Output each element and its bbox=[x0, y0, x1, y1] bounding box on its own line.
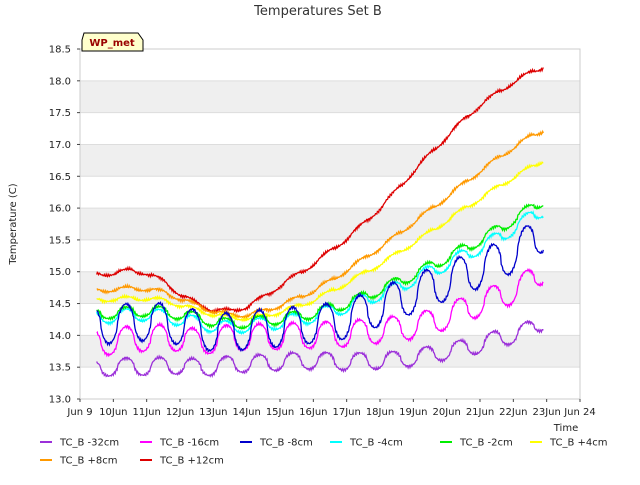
legend-label: TC_B +4cm bbox=[549, 438, 608, 449]
legend-label: TC_B -8cm bbox=[259, 438, 313, 449]
legend-label: TC_B +12cm bbox=[159, 456, 224, 467]
y-tick-label: 13.5 bbox=[49, 363, 71, 374]
series-line bbox=[96, 160, 544, 323]
legend: TC_B -32cm TC_B -16cm TC_B -8cm TC_B -4cm TC… bbox=[40, 438, 608, 467]
x-axis-title: Time bbox=[553, 423, 578, 434]
station-badge: WP_met bbox=[81, 32, 144, 52]
station-badge-label: WP_met bbox=[89, 38, 135, 49]
legend-item: TC_B -32cm bbox=[40, 438, 119, 449]
legend-item: TC_B +12cm bbox=[140, 456, 224, 467]
legend-label: TC_B -16cm bbox=[159, 438, 219, 449]
x-tick-label: 13Jun bbox=[199, 407, 227, 418]
x-tick-label: 12Jun bbox=[166, 407, 194, 418]
legend-item: TC_B -2cm bbox=[440, 438, 513, 449]
legend-item: TC_B -4cm bbox=[330, 438, 403, 449]
chart-title: Temperatures Set B bbox=[253, 4, 382, 19]
y-tick-label: 16.0 bbox=[49, 204, 71, 215]
y-tick-label: 18.5 bbox=[49, 45, 71, 56]
legend-item: TC_B -16cm bbox=[140, 438, 219, 449]
y-tick-label: 17.5 bbox=[49, 108, 71, 119]
x-tick-label: Jun 9 bbox=[66, 407, 92, 418]
x-tick-label: 14Jun bbox=[232, 407, 260, 418]
y-tick-label: 13.0 bbox=[49, 395, 71, 406]
y-tick-label: 18.0 bbox=[49, 76, 71, 87]
x-tick-label: 18Jun bbox=[366, 407, 394, 418]
y-axis-ticks: 13.0 13.5 14.0 14.5 15.0 15.5 16.0 16.5 17.0 17.5… bbox=[49, 45, 80, 406]
x-tick-label: 15Jun bbox=[266, 407, 294, 418]
plot-band bbox=[80, 208, 580, 240]
plot-band bbox=[80, 80, 580, 113]
series-line bbox=[96, 67, 544, 314]
plot-band bbox=[80, 271, 580, 304]
x-tick-label: 23Jun bbox=[532, 407, 560, 418]
x-axis-ticks: Jun 9 10Jun 11Jun 12Jun 13Jun 14Jun 15Jun 16Jun… bbox=[66, 399, 596, 418]
series-line bbox=[96, 203, 544, 330]
plot-frame bbox=[79, 48, 581, 400]
series-line bbox=[96, 319, 544, 378]
x-tick-label: 19Jun bbox=[399, 407, 427, 418]
series-line bbox=[96, 225, 544, 353]
y-tick-label: 14.5 bbox=[49, 299, 71, 310]
plot-band bbox=[80, 144, 580, 177]
x-tick-label: 21Jun bbox=[466, 407, 494, 418]
x-tick-label: 16Jun bbox=[299, 407, 327, 418]
x-tick-label: 22Jun bbox=[499, 407, 527, 418]
legend-label: TC_B -32cm bbox=[59, 438, 119, 449]
x-tick-label: Jun 24 bbox=[563, 407, 596, 418]
series-layer bbox=[96, 67, 544, 378]
legend-label: TC_B +8cm bbox=[59, 456, 118, 467]
series-line bbox=[96, 268, 544, 358]
legend-item: TC_B +8cm bbox=[40, 456, 118, 467]
series-line bbox=[96, 129, 544, 320]
legend-label: TC_B -2cm bbox=[459, 438, 513, 449]
x-tick-label: 17Jun bbox=[332, 407, 360, 418]
x-tick-label: 11Jun bbox=[132, 407, 160, 418]
y-tick-label: 16.5 bbox=[49, 172, 71, 183]
y-tick-label: 15.0 bbox=[49, 267, 71, 278]
x-tick-label: 20Jun bbox=[432, 407, 460, 418]
y-tick-label: 14.0 bbox=[49, 331, 71, 342]
legend-item: TC_B +4cm bbox=[530, 438, 608, 449]
legend-item: TC_B -8cm bbox=[240, 438, 313, 449]
y-tick-label: 15.5 bbox=[49, 235, 71, 246]
x-tick-label: 10Jun bbox=[99, 407, 127, 418]
y-tick-label: 17.0 bbox=[49, 140, 71, 151]
plot-band bbox=[80, 335, 580, 368]
y-axis-title: Temperature (C) bbox=[8, 183, 19, 265]
legend-label: TC_B -4cm bbox=[349, 438, 403, 449]
